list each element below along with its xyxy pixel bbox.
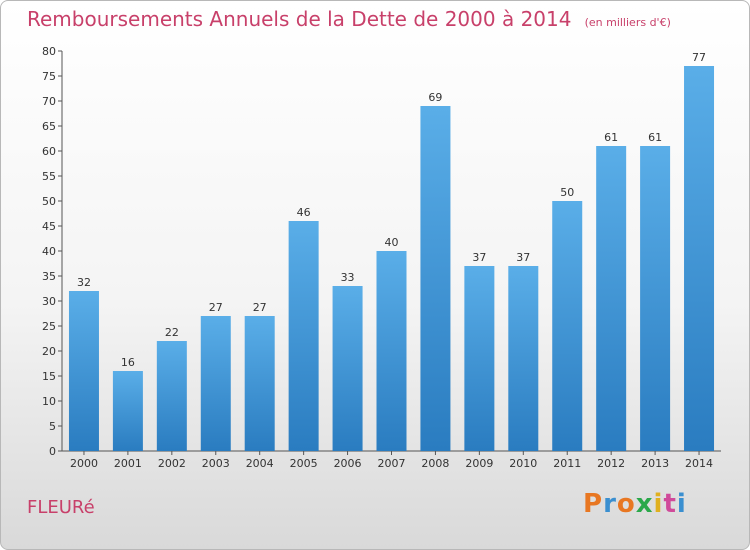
y-tick-label: 55 bbox=[42, 170, 56, 183]
proxiti-logo: Proxiti bbox=[583, 489, 687, 519]
data-label-2005: 46 bbox=[297, 206, 311, 219]
bar-2007 bbox=[376, 251, 407, 451]
y-tick-label: 30 bbox=[42, 295, 56, 308]
y-tick-label: 20 bbox=[42, 345, 56, 358]
y-tick-label: 5 bbox=[49, 420, 56, 433]
data-label-2002: 22 bbox=[165, 326, 179, 339]
x-tick-label-2004: 2004 bbox=[246, 457, 274, 470]
x-tick-label-2006: 2006 bbox=[334, 457, 362, 470]
bar-2004 bbox=[244, 316, 275, 451]
y-tick-label: 70 bbox=[42, 95, 56, 108]
bar-2008 bbox=[420, 106, 451, 451]
x-tick-label-2011: 2011 bbox=[553, 457, 581, 470]
bar-2012 bbox=[596, 146, 627, 451]
data-label-2012: 61 bbox=[604, 131, 618, 144]
x-tick-label-2001: 2001 bbox=[114, 457, 142, 470]
bar-2013 bbox=[640, 146, 671, 451]
y-tick-label: 65 bbox=[42, 120, 56, 133]
x-tick-label-2003: 2003 bbox=[202, 457, 230, 470]
bar-2010 bbox=[508, 266, 539, 451]
y-tick-label: 25 bbox=[42, 320, 56, 333]
data-label-2007: 40 bbox=[385, 236, 399, 249]
y-tick-label: 10 bbox=[42, 395, 56, 408]
x-tick-label-2010: 2010 bbox=[509, 457, 537, 470]
x-tick-label-2000: 2000 bbox=[70, 457, 98, 470]
bar-2006 bbox=[332, 286, 363, 451]
y-tick-label: 75 bbox=[42, 70, 56, 83]
y-tick-label: 35 bbox=[42, 270, 56, 283]
x-tick-label-2007: 2007 bbox=[378, 457, 406, 470]
data-label-2014: 77 bbox=[692, 51, 706, 64]
chart-title-block: Remboursements Annuels de la Dette de 20… bbox=[27, 7, 671, 31]
y-tick-label: 45 bbox=[42, 220, 56, 233]
bar-2014 bbox=[684, 66, 715, 451]
bar-2003 bbox=[200, 316, 231, 451]
data-label-2004: 27 bbox=[253, 301, 267, 314]
x-tick-label-2014: 2014 bbox=[685, 457, 713, 470]
x-tick-label-2012: 2012 bbox=[597, 457, 625, 470]
y-tick-label: 50 bbox=[42, 195, 56, 208]
y-tick-label: 40 bbox=[42, 245, 56, 258]
y-tick-label: 0 bbox=[49, 445, 56, 458]
data-label-2013: 61 bbox=[648, 131, 662, 144]
y-tick-label: 60 bbox=[42, 145, 56, 158]
bar-2009 bbox=[464, 266, 495, 451]
x-tick-label-2009: 2009 bbox=[465, 457, 493, 470]
bar-2005 bbox=[288, 221, 319, 451]
data-label-2001: 16 bbox=[121, 356, 135, 369]
chart-subtitle: (en milliers d'€) bbox=[584, 16, 671, 29]
data-label-2010: 37 bbox=[516, 251, 530, 264]
commune-name: FLEURé bbox=[27, 497, 95, 518]
data-label-2009: 37 bbox=[472, 251, 486, 264]
bar-2011 bbox=[552, 201, 583, 451]
bar-2001 bbox=[112, 371, 143, 451]
x-tick-label-2013: 2013 bbox=[641, 457, 669, 470]
bar-2000 bbox=[68, 291, 99, 451]
data-label-2006: 33 bbox=[341, 271, 355, 284]
bar-2002 bbox=[156, 341, 187, 451]
x-tick-label-2008: 2008 bbox=[421, 457, 449, 470]
x-tick-label-2005: 2005 bbox=[290, 457, 318, 470]
data-label-2011: 50 bbox=[560, 186, 574, 199]
x-tick-label-2002: 2002 bbox=[158, 457, 186, 470]
chart-title: Remboursements Annuels de la Dette de 20… bbox=[27, 7, 572, 31]
y-tick-label: 80 bbox=[42, 45, 56, 58]
data-label-2003: 27 bbox=[209, 301, 223, 314]
y-tick-label: 15 bbox=[42, 370, 56, 383]
data-label-2000: 32 bbox=[77, 276, 91, 289]
data-label-2008: 69 bbox=[428, 91, 442, 104]
